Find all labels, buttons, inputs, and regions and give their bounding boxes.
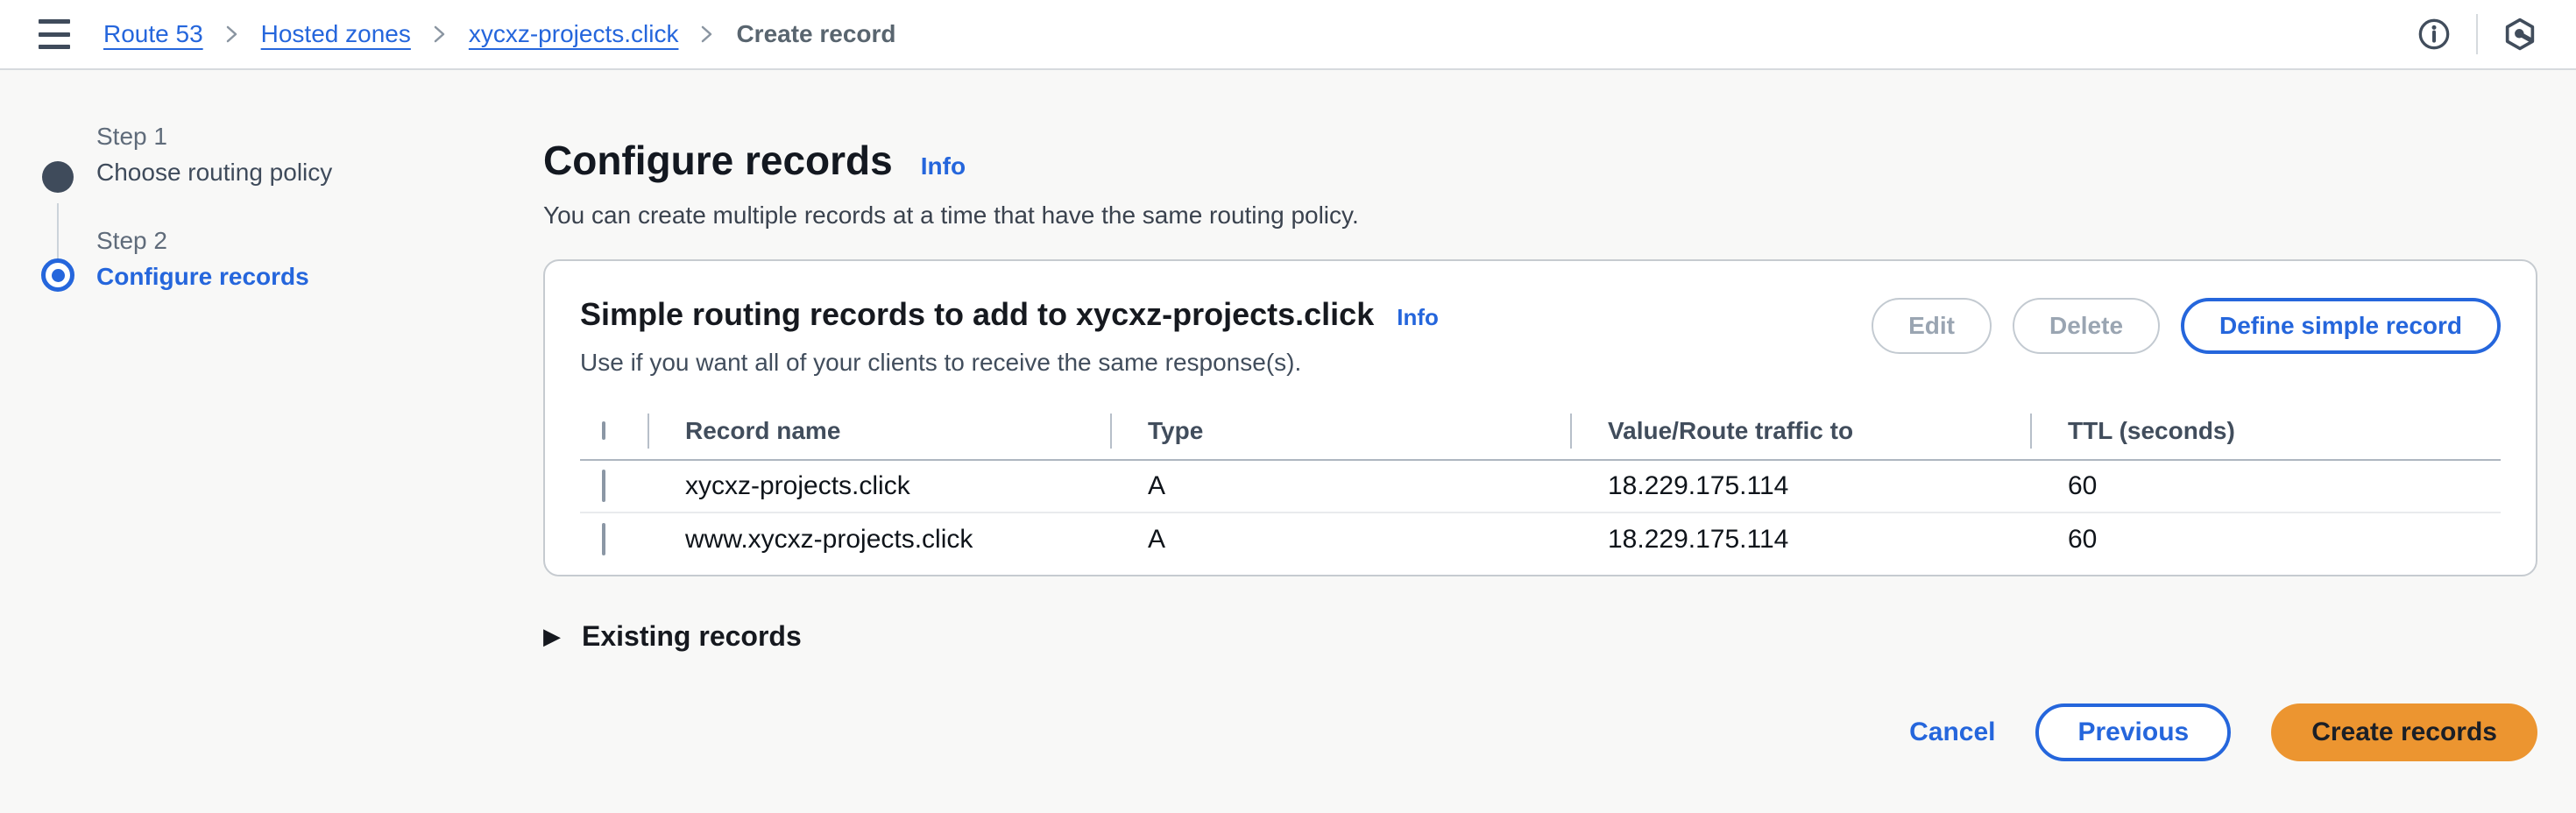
row-checkbox[interactable] xyxy=(602,523,605,555)
panel-actions: Edit Delete Define simple record xyxy=(1872,298,2501,354)
table-row: xycxz-projects.click A 18.229.175.114 60 xyxy=(580,461,2501,513)
existing-records-label: Existing records xyxy=(582,620,802,653)
records-table-header: Record name Type Value/Route traffic to … xyxy=(580,403,2501,461)
wizard-step-2[interactable]: Step 2 Configure records xyxy=(42,227,463,291)
delete-button[interactable]: Delete xyxy=(2013,298,2160,354)
info-panel-icon[interactable] xyxy=(2413,13,2455,55)
panel-description: Use if you want all of your clients to r… xyxy=(580,349,1439,377)
cell-type: A xyxy=(1110,471,1570,501)
create-records-button[interactable]: Create records xyxy=(2271,703,2537,761)
cell-value: 18.229.175.114 xyxy=(1570,471,2030,501)
topbar-right-controls xyxy=(2413,13,2541,55)
edit-button[interactable]: Edit xyxy=(1872,298,1992,354)
panel-title: Simple routing records to add to xycxz-p… xyxy=(580,296,1374,333)
column-header-record-name: Record name xyxy=(648,417,1110,445)
simple-routing-records-panel: Simple routing records to add to xycxz-p… xyxy=(543,259,2537,576)
menu-icon[interactable] xyxy=(39,19,72,49)
cell-ttl: 60 xyxy=(2030,471,2501,501)
main-content: Configure records Info You can create mu… xyxy=(543,137,2537,761)
expander-caret-icon: ▶ xyxy=(543,623,561,650)
breadcrumb-route53[interactable]: Route 53 xyxy=(103,20,203,48)
cell-value: 18.229.175.114 xyxy=(1570,525,2030,555)
column-header-ttl: TTL (seconds) xyxy=(2030,417,2501,445)
existing-records-expander[interactable]: ▶ Existing records xyxy=(543,620,802,653)
chevron-right-icon xyxy=(226,24,238,45)
top-navigation-bar: Route 53 Hosted zones xycxz-projects.cli… xyxy=(0,0,2576,70)
cancel-button[interactable]: Cancel xyxy=(1909,718,1995,747)
row-checkbox[interactable] xyxy=(602,470,605,502)
select-all-checkbox[interactable] xyxy=(602,421,605,440)
breadcrumb-hosted-zones[interactable]: Hosted zones xyxy=(261,20,411,48)
wizard-steps-nav: Step 1 Choose routing policy Step 2 Conf… xyxy=(42,123,463,291)
breadcrumb-hosted-zone-name[interactable]: xycxz-projects.click xyxy=(469,20,679,48)
page-title: Configure records xyxy=(543,137,893,184)
define-simple-record-button[interactable]: Define simple record xyxy=(2181,298,2501,354)
cloudshell-icon[interactable] xyxy=(2499,13,2541,55)
cell-ttl: 60 xyxy=(2030,525,2501,555)
panel-header-text: Simple routing records to add to xycxz-p… xyxy=(580,296,1439,377)
chevron-right-icon xyxy=(434,24,446,45)
column-header-value: Value/Route traffic to xyxy=(1570,417,2030,445)
step1-label: Step 1 xyxy=(96,123,463,151)
records-table: Record name Type Value/Route traffic to … xyxy=(580,403,2501,566)
cell-record-name: xycxz-projects.click xyxy=(648,471,1110,501)
step2-label: Step 2 xyxy=(96,227,463,255)
table-row: www.xycxz-projects.click A 18.229.175.11… xyxy=(580,513,2501,566)
step2-title[interactable]: Configure records xyxy=(96,263,463,291)
cell-type: A xyxy=(1110,525,1570,555)
cell-record-name: www.xycxz-projects.click xyxy=(648,525,1110,555)
wizard-step-1[interactable]: Step 1 Choose routing policy xyxy=(42,123,463,187)
page-description: You can create multiple records at a tim… xyxy=(543,201,2537,230)
page-info-link[interactable]: Info xyxy=(921,152,966,180)
step1-title[interactable]: Choose routing policy xyxy=(96,159,463,187)
chevron-right-icon xyxy=(701,24,713,45)
column-header-type: Type xyxy=(1110,417,1570,445)
topbar-divider xyxy=(2476,14,2478,54)
breadcrumb-current-page: Create record xyxy=(736,20,895,48)
panel-info-link[interactable]: Info xyxy=(1397,304,1439,331)
previous-button[interactable]: Previous xyxy=(2035,703,2231,761)
wizard-footer-actions: Cancel Previous Create records xyxy=(543,703,2537,761)
breadcrumb: Route 53 Hosted zones xycxz-projects.cli… xyxy=(103,20,896,48)
